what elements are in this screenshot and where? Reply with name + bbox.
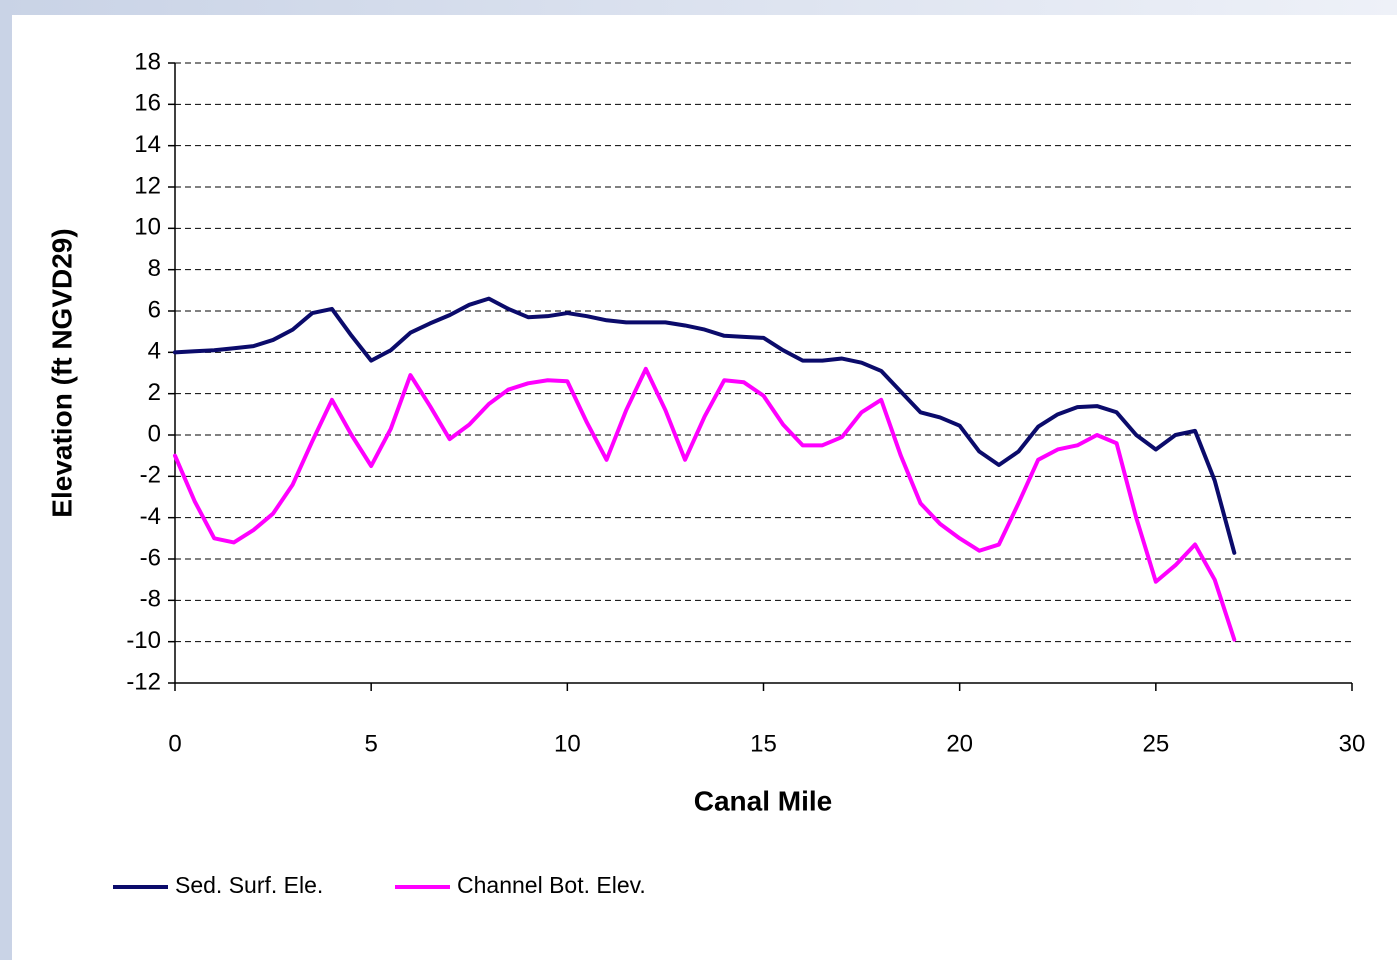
- x-tick-label: 30: [1339, 730, 1366, 757]
- series-line: [173, 366, 1237, 642]
- x-axis-title: Canal Mile: [694, 785, 832, 816]
- x-tick-label: 20: [946, 730, 973, 757]
- y-tick-label: 14: [134, 131, 161, 158]
- y-tick-label: 6: [148, 296, 161, 323]
- y-tick-label: 0: [148, 420, 161, 447]
- y-tick-label: -8: [140, 586, 161, 613]
- legend-label: Channel Bot. Elev.: [457, 872, 646, 898]
- chart-area: [12, 15, 1397, 960]
- y-tick-label: 4: [148, 338, 161, 365]
- y-axis-title: Elevation (ft NGVD29): [46, 228, 77, 517]
- y-tick-label: -4: [140, 503, 161, 530]
- legend-label: Sed. Surf. Ele.: [175, 872, 323, 898]
- y-tick-label: -12: [126, 668, 161, 695]
- series-line: [173, 296, 1237, 555]
- y-tick-label: -2: [140, 462, 161, 489]
- x-tick-label: 5: [364, 730, 377, 757]
- y-tick-label: 2: [148, 379, 161, 406]
- y-tick-label: -10: [126, 627, 161, 654]
- y-tick-label: 8: [148, 255, 161, 282]
- y-tick-label: 16: [134, 90, 161, 117]
- y-tick-label: -6: [140, 544, 161, 571]
- y-tick-label: 12: [134, 172, 161, 199]
- x-tick-label: 15: [750, 730, 777, 757]
- y-tick-label: 10: [134, 214, 161, 241]
- y-tick-label: 18: [134, 48, 161, 75]
- x-tick-label: 10: [554, 730, 581, 757]
- x-tick-label: 0: [168, 730, 181, 757]
- x-tick-label: 25: [1142, 730, 1169, 757]
